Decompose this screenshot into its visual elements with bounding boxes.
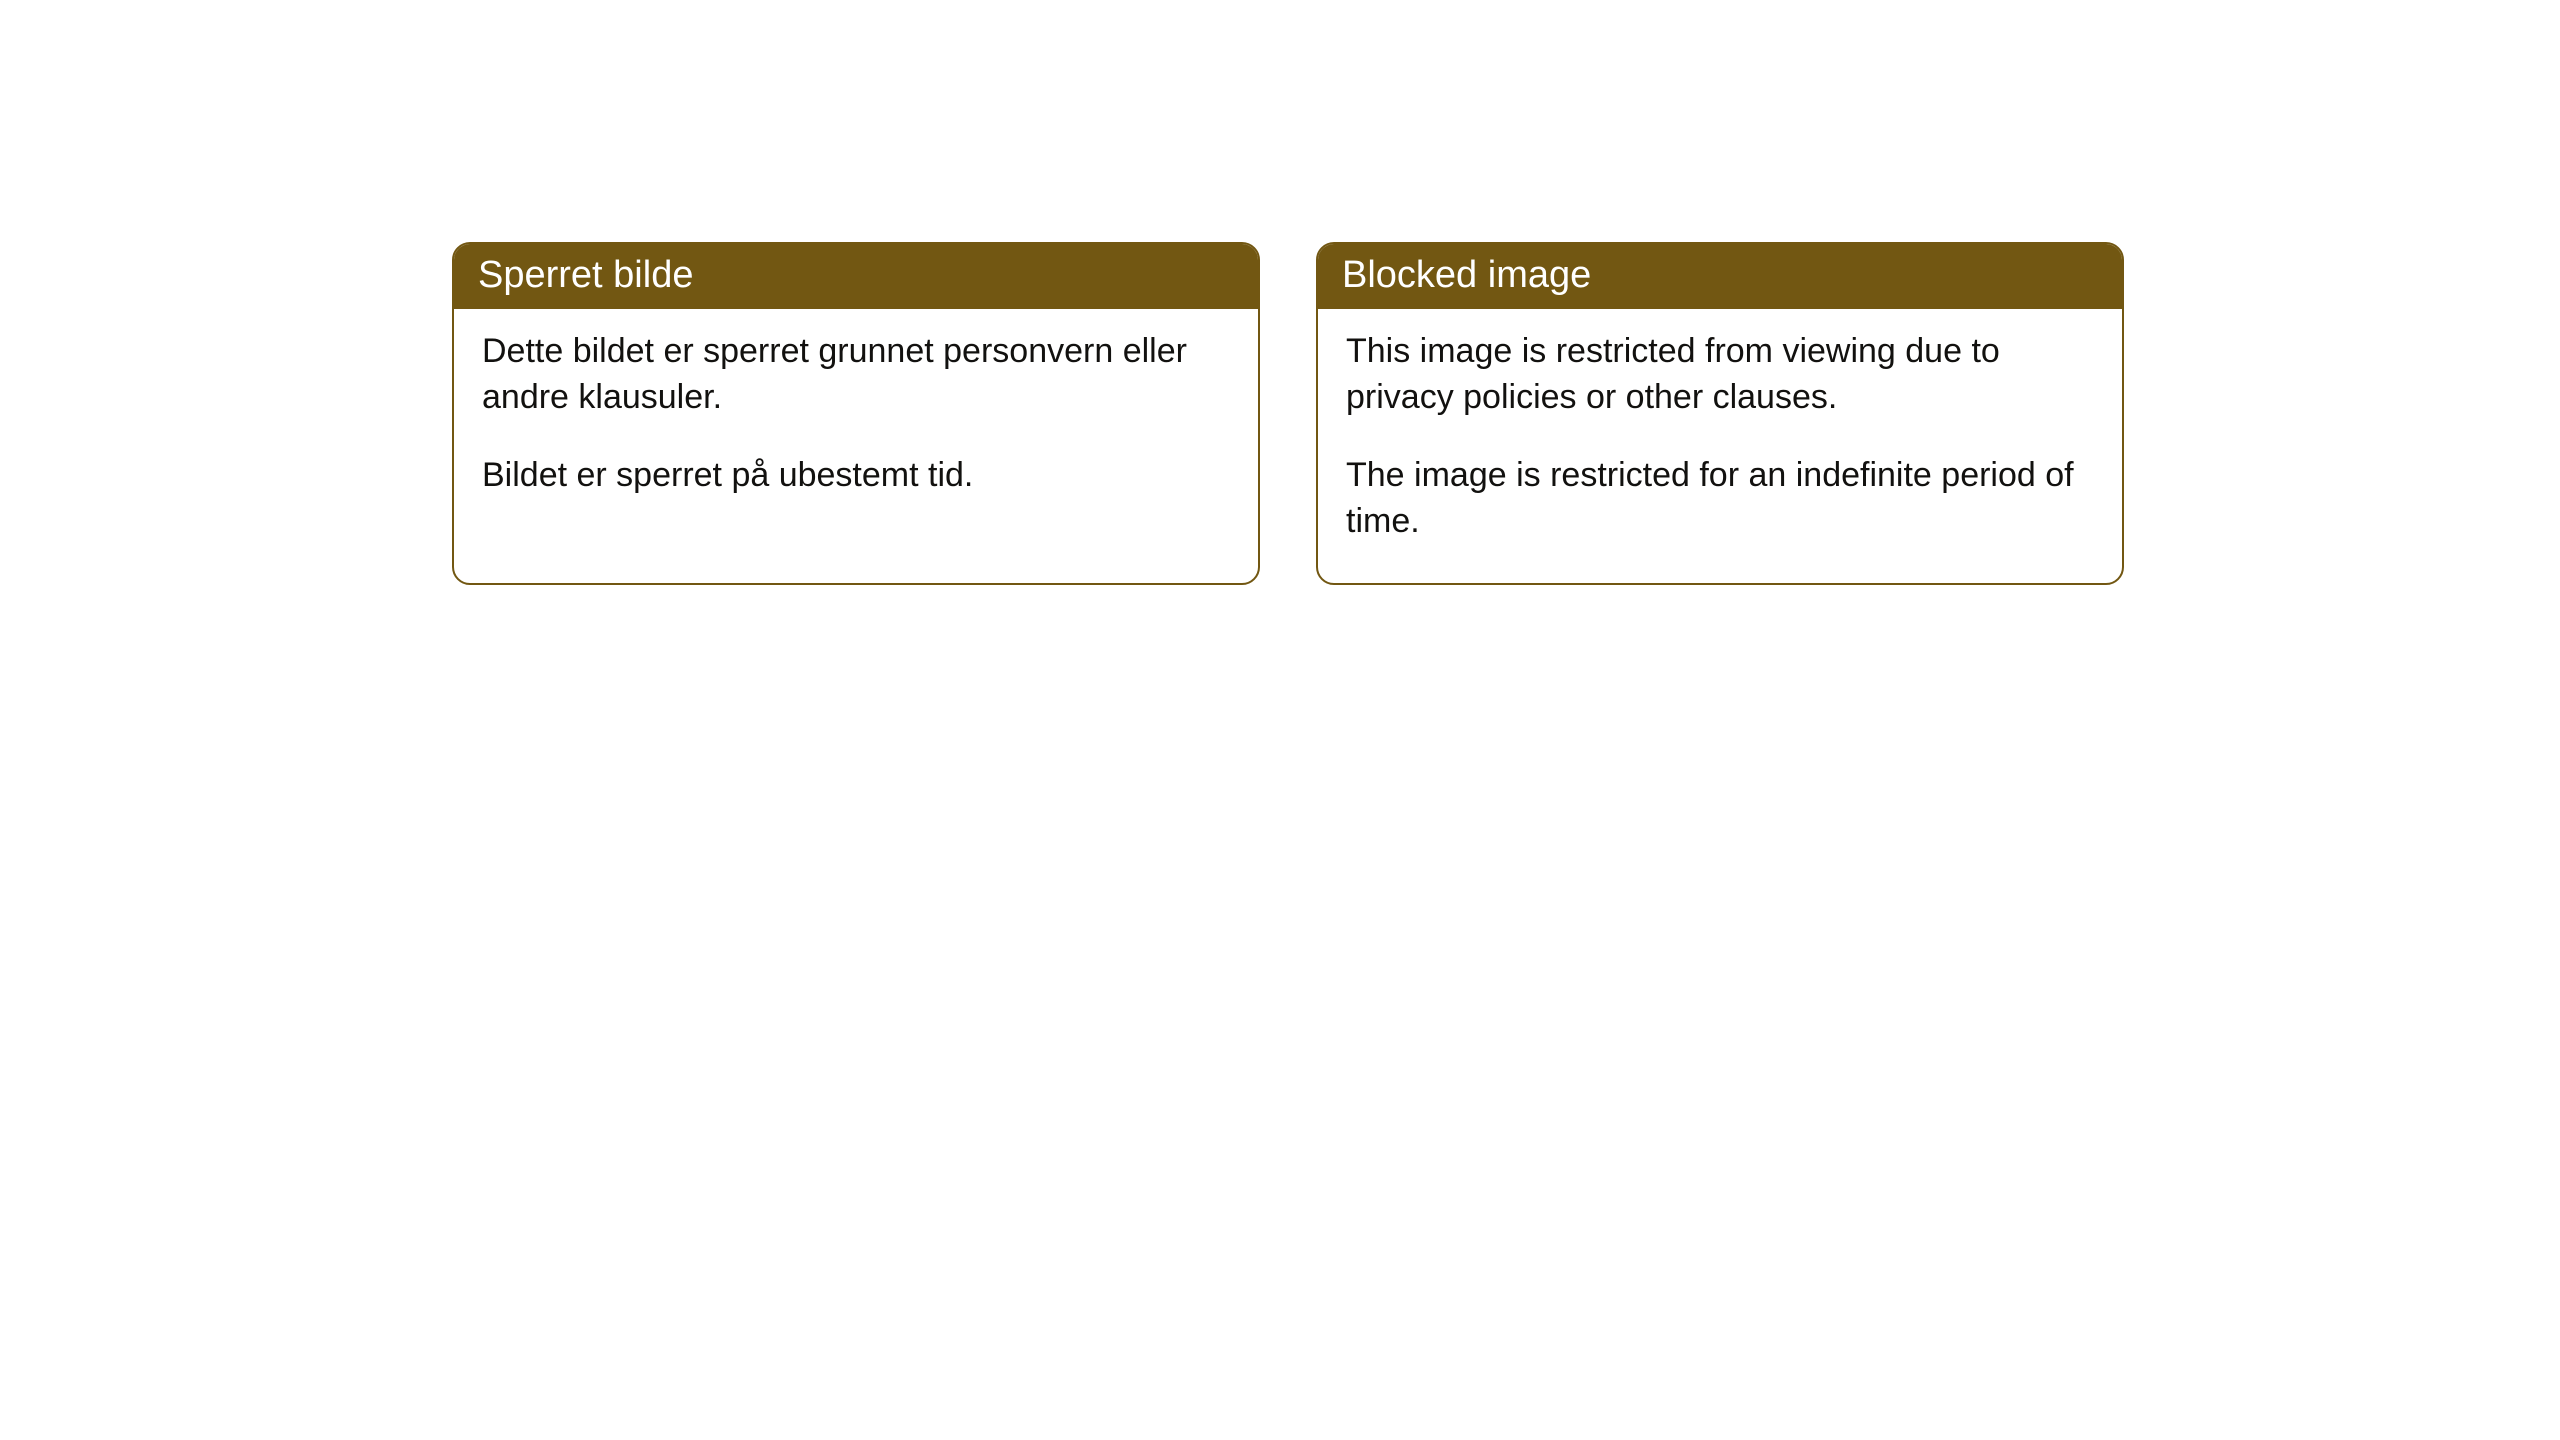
card-header: Blocked image bbox=[1318, 244, 2122, 309]
blocked-image-card-norwegian: Sperret bilde Dette bildet er sperret gr… bbox=[452, 242, 1260, 585]
card-paragraph: The image is restricted for an indefinit… bbox=[1346, 453, 2094, 545]
card-paragraph: This image is restricted from viewing du… bbox=[1346, 329, 2094, 421]
card-body: This image is restricted from viewing du… bbox=[1318, 309, 2122, 583]
blocked-image-card-english: Blocked image This image is restricted f… bbox=[1316, 242, 2124, 585]
card-paragraph: Bildet er sperret på ubestemt tid. bbox=[482, 453, 1230, 499]
card-header: Sperret bilde bbox=[454, 244, 1258, 309]
notice-cards-container: Sperret bilde Dette bildet er sperret gr… bbox=[452, 242, 2124, 585]
card-paragraph: Dette bildet er sperret grunnet personve… bbox=[482, 329, 1230, 421]
card-body: Dette bildet er sperret grunnet personve… bbox=[454, 309, 1258, 537]
